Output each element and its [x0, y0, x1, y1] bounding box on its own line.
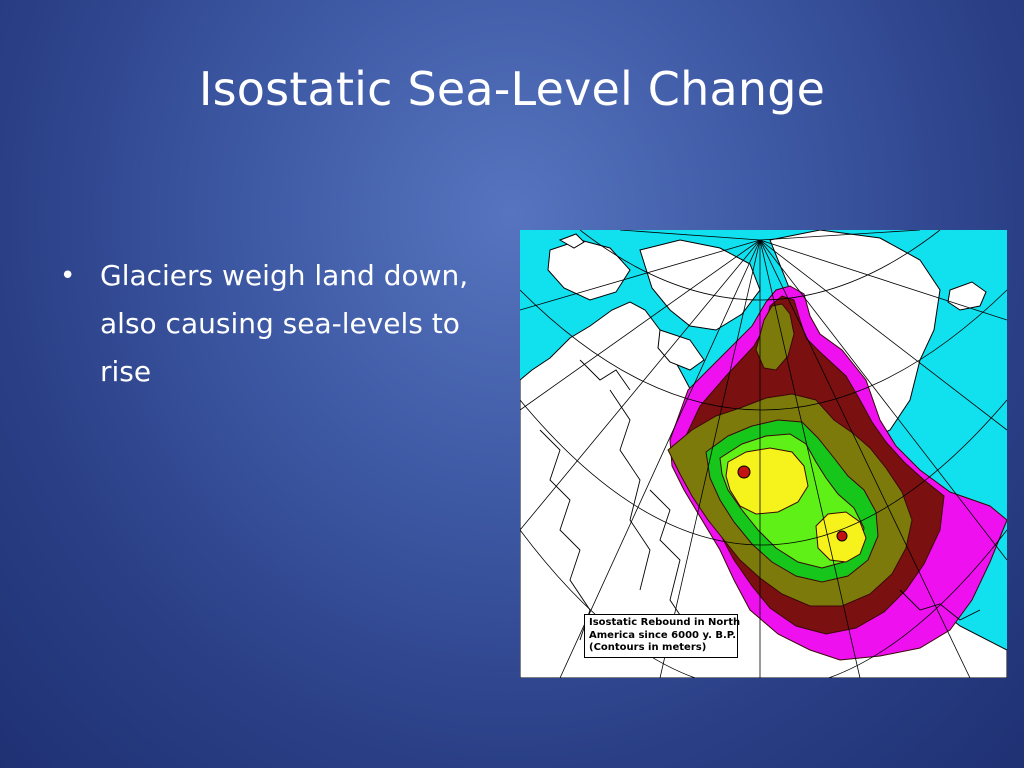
iceland-land	[947, 281, 987, 311]
graticule	[520, 230, 1007, 678]
bullet-item: • Glaciers weigh land down, also causing…	[60, 252, 490, 396]
rebound-zones	[667, 285, 1007, 661]
zone-olive-north	[755, 303, 795, 371]
bullet-text: Glaciers weigh land down, also causing s…	[100, 259, 469, 388]
rebound-center-east	[836, 530, 848, 542]
isostatic-rebound-map: Isostatic Rebound in North America since…	[520, 230, 1007, 678]
slide-title: Isostatic Sea-Level Change	[198, 62, 826, 116]
arctic-island-small	[657, 329, 705, 371]
coastline-details	[539, 359, 981, 641]
bullet-marker: •	[60, 261, 76, 291]
map-graphic	[520, 230, 1007, 678]
map-caption: Isostatic Rebound in North America since…	[584, 614, 741, 658]
map-caption-line-3: (Contours in meters)	[589, 642, 707, 653]
arctic-fragment	[558, 233, 585, 249]
arctic-island-mid	[639, 239, 761, 331]
arctic-island-west	[547, 239, 631, 301]
map-caption-line-1: Isostatic Rebound in North	[589, 617, 741, 628]
rebound-center-west	[737, 465, 751, 479]
map-caption-line-2: America since 6000 y. B.P.	[589, 629, 737, 641]
zone-yellow-west	[725, 447, 809, 515]
bullet-list: • Glaciers weigh land down, also causing…	[60, 252, 490, 396]
